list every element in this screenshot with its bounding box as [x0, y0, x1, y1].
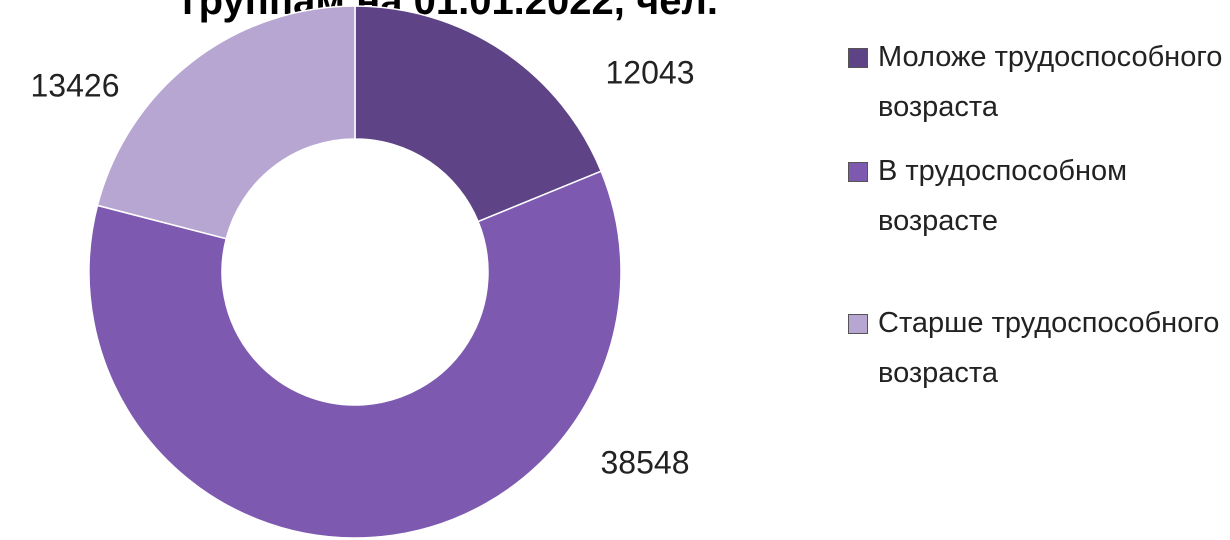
legend-label: Моложе трудоспособного возраста [878, 41, 1223, 123]
legend-item: Моложе трудоспособного возраста [848, 32, 1228, 132]
data-label: 13426 [31, 67, 120, 103]
legend-swatch [848, 314, 868, 334]
chart-title: группам на 01.01.2022, чел. [182, 0, 718, 23]
legend-label: В трудоспособном возрасте [878, 155, 1128, 237]
legend-swatch [848, 162, 868, 182]
donut-slice [88, 170, 622, 539]
data-label: 38548 [601, 444, 690, 480]
legend-label: Старше трудоспособного возраста [878, 307, 1220, 389]
legend: Моложе трудоспособного возраста В трудосп… [848, 32, 1228, 412]
donut-slice [354, 5, 603, 223]
donut-slice [96, 5, 356, 240]
legend-item: Старше трудоспособного возраста [848, 298, 1228, 398]
data-label: 12043 [606, 54, 695, 90]
legend-item: В трудоспособном возрасте [848, 146, 1228, 246]
legend-swatch [848, 48, 868, 68]
